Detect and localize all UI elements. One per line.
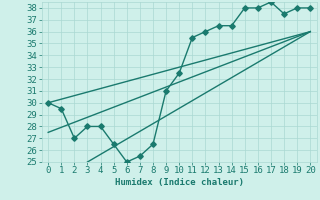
X-axis label: Humidex (Indice chaleur): Humidex (Indice chaleur) bbox=[115, 178, 244, 187]
